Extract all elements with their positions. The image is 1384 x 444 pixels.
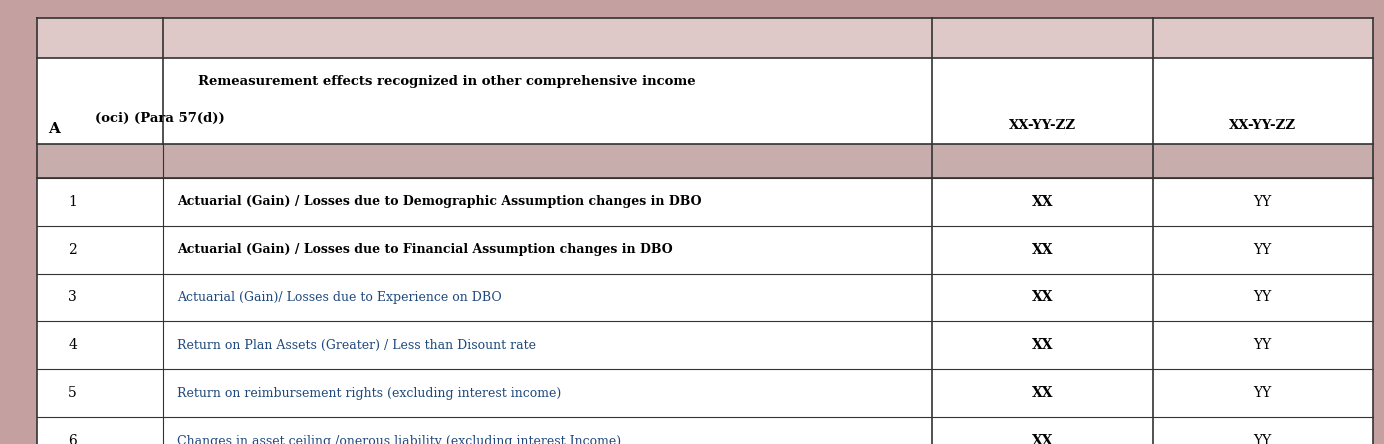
Text: 3: 3 bbox=[68, 290, 78, 305]
Text: 1: 1 bbox=[68, 194, 78, 209]
Bar bbox=[37, 18, 1373, 58]
Text: Remeasurement effects recognized in other comprehensive income: Remeasurement effects recognized in othe… bbox=[198, 75, 696, 88]
Text: 5: 5 bbox=[68, 386, 78, 400]
Text: Actuarial (Gain) / Losses due to Financial Assumption changes in DBO: Actuarial (Gain) / Losses due to Financi… bbox=[177, 243, 673, 256]
Bar bbox=[37, 369, 1373, 417]
Bar bbox=[37, 178, 1373, 226]
Text: YY: YY bbox=[1254, 338, 1272, 353]
Bar bbox=[37, 58, 1373, 144]
Text: YY: YY bbox=[1254, 194, 1272, 209]
Text: XX: XX bbox=[1031, 338, 1053, 353]
Bar bbox=[37, 274, 1373, 321]
Text: YY: YY bbox=[1254, 386, 1272, 400]
Text: XX: XX bbox=[1031, 242, 1053, 257]
Text: Return on reimbursement rights (excluding interest income): Return on reimbursement rights (excludin… bbox=[177, 387, 561, 400]
Bar bbox=[37, 417, 1373, 444]
Bar bbox=[37, 144, 1373, 178]
Text: Changes in asset ceiling /onerous liability (excluding interest Income): Changes in asset ceiling /onerous liabil… bbox=[177, 435, 621, 444]
Text: A: A bbox=[48, 122, 61, 136]
Text: XX: XX bbox=[1031, 434, 1053, 444]
Text: 6: 6 bbox=[68, 434, 78, 444]
Text: Actuarial (Gain) / Losses due to Demographic Assumption changes in DBO: Actuarial (Gain) / Losses due to Demogra… bbox=[177, 195, 702, 208]
Text: 2: 2 bbox=[68, 242, 78, 257]
Text: YY: YY bbox=[1254, 290, 1272, 305]
Text: XX: XX bbox=[1031, 290, 1053, 305]
Text: Return on Plan Assets (Greater) / Less than Disount rate: Return on Plan Assets (Greater) / Less t… bbox=[177, 339, 536, 352]
Text: XX: XX bbox=[1031, 386, 1053, 400]
Bar bbox=[37, 321, 1373, 369]
Text: XX-YY-ZZ: XX-YY-ZZ bbox=[1229, 119, 1297, 132]
Text: XX-YY-ZZ: XX-YY-ZZ bbox=[1009, 119, 1075, 132]
Text: 4: 4 bbox=[68, 338, 78, 353]
Bar bbox=[37, 226, 1373, 274]
Text: YY: YY bbox=[1254, 434, 1272, 444]
Bar bbox=[0, 18, 30, 435]
Text: XX: XX bbox=[1031, 194, 1053, 209]
Text: Actuarial (Gain)/ Losses due to Experience on DBO: Actuarial (Gain)/ Losses due to Experien… bbox=[177, 291, 501, 304]
Text: (oci) (Para 57(d)): (oci) (Para 57(d)) bbox=[94, 112, 224, 125]
Text: YY: YY bbox=[1254, 242, 1272, 257]
